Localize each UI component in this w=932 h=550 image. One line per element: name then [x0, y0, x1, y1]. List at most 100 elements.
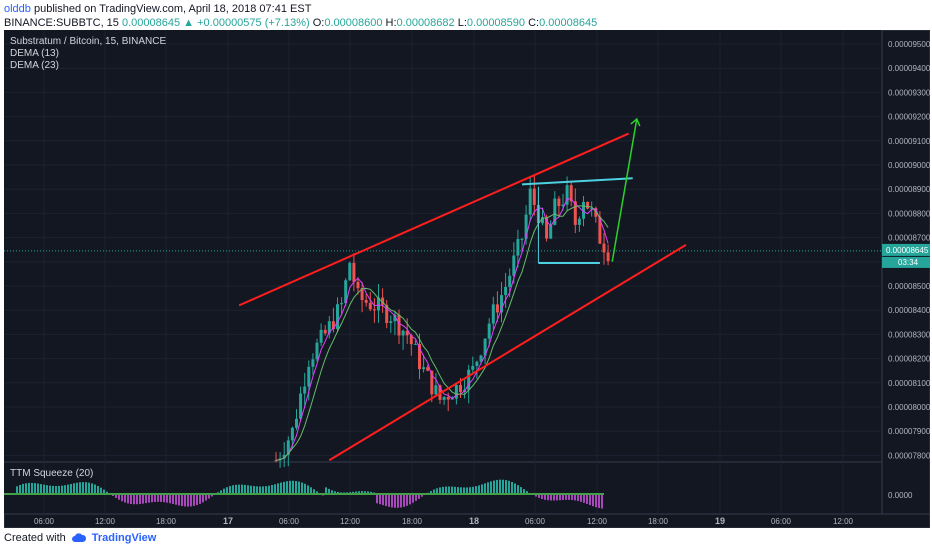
ttm-bar — [382, 494, 384, 506]
ttm-bar — [34, 483, 36, 494]
ttm-bar — [127, 494, 129, 504]
ttm-bar — [502, 479, 504, 494]
ttm-bar — [205, 494, 207, 501]
ttm-bar — [46, 485, 48, 494]
ttm-bar — [454, 486, 456, 494]
ttm-bar — [526, 491, 528, 494]
ttm-bar — [226, 487, 228, 494]
time-tick-label: 06:00 — [34, 517, 55, 526]
ttm-bar — [268, 485, 270, 494]
ttm-bar — [388, 494, 390, 507]
ttm-bar — [277, 483, 279, 494]
ttm-bar — [142, 494, 144, 504]
ttm-bar — [457, 487, 459, 494]
candle-body — [381, 297, 385, 305]
ttm-bar — [316, 491, 318, 494]
ttm-bar — [451, 486, 453, 494]
ttm-bar — [511, 481, 513, 494]
ttm-bar — [436, 488, 438, 494]
ttm-bar — [76, 482, 78, 494]
price-axis[interactable] — [881, 30, 930, 515]
ttm-bar — [274, 484, 276, 494]
ttm-bar — [463, 487, 465, 494]
ttm-bar — [556, 494, 558, 501]
ttm-bar — [241, 484, 243, 494]
ttm-bar — [595, 494, 597, 508]
ttm-bar — [151, 494, 153, 503]
candle-body — [524, 214, 528, 239]
time-ticks: 06:00 12:00 18:00 17 06:00 12:00 18:00 18 06:00 1… — [34, 516, 854, 526]
candle-body — [319, 329, 323, 343]
ttm-bar — [64, 485, 66, 494]
candle-body — [606, 252, 610, 262]
dema-lines — [275, 198, 609, 461]
candle-body — [495, 304, 499, 313]
author-link[interactable]: olddb — [4, 3, 31, 15]
ttm-bar — [301, 482, 303, 494]
ttm-bar — [430, 491, 432, 494]
ttm-bar — [562, 494, 564, 500]
ttm-bar — [568, 494, 570, 500]
candle-body — [491, 304, 495, 324]
price-tick-label: 0.00009000 — [888, 161, 930, 170]
symbol-label: BINANCE:SUBBTC, 15 — [4, 17, 119, 29]
ttm-bar — [106, 491, 108, 494]
ttm-bar — [418, 494, 420, 499]
price-ticks: 0.00009500 0.00009400 0.00009300 0.00009200… — [888, 40, 930, 460]
ttm-bar — [547, 494, 549, 501]
ttm-bar — [196, 494, 198, 506]
time-tick-label: 18 — [469, 516, 479, 526]
candle-body — [397, 314, 401, 336]
candle-body — [442, 396, 446, 400]
ttm-bar — [598, 494, 600, 509]
candle-body — [520, 238, 524, 240]
ttm-bar — [229, 486, 231, 494]
ttm-bar — [328, 488, 330, 494]
candle-body — [565, 185, 569, 205]
ttm-bar — [325, 487, 327, 494]
candle-body — [426, 367, 430, 371]
ttm-bar — [409, 494, 411, 505]
countdown-label: 03:34 — [898, 258, 919, 267]
candle-body — [483, 338, 487, 356]
candle-body — [500, 295, 503, 313]
ttm-bar — [379, 494, 381, 505]
candle-body — [356, 281, 360, 289]
ttm-bar — [103, 489, 105, 494]
open-value: 0.00008600 — [324, 17, 383, 29]
ttm-bar — [295, 480, 297, 494]
ttm-bar — [148, 494, 150, 503]
ttm-bar — [391, 494, 393, 508]
ttm-bar — [334, 491, 336, 494]
ttm-bar — [130, 494, 132, 505]
ttm-bar — [256, 486, 258, 494]
ttm-ticks: 0.0000 — [888, 491, 913, 500]
ttm-bar — [508, 480, 510, 494]
ttm-bar — [220, 490, 222, 494]
ttm-bar — [184, 494, 186, 507]
time-axis[interactable] — [4, 513, 930, 528]
price-tick-label: 0.00009400 — [888, 64, 930, 73]
candle-body — [405, 330, 409, 336]
ttm-bar — [58, 485, 60, 494]
ttm-bar — [154, 494, 156, 502]
target-arrow-line — [611, 118, 638, 262]
ttm-bar — [187, 494, 189, 507]
ttm-bar — [88, 482, 90, 494]
created-with-text: Created with — [4, 532, 66, 544]
price-tick-label: 0.00009300 — [888, 88, 930, 97]
close-value: 0.00008645 — [539, 17, 598, 29]
candle-body — [409, 335, 413, 345]
ttm-bar — [289, 480, 291, 494]
candle-body — [282, 454, 286, 459]
channel-upper-line — [238, 132, 630, 307]
chart-area[interactable]: Substratum / Bitcoin, 15, BINANCE DEMA (… — [4, 30, 930, 528]
ttm-bar — [52, 485, 54, 494]
ttm-bar — [115, 494, 117, 498]
publish-info: olddb published on TradingView.com, Apri… — [4, 3, 311, 15]
ttm-bar — [484, 483, 486, 494]
ttm-bar — [571, 494, 573, 501]
tradingview-logo-text[interactable]: TradingView — [91, 532, 157, 544]
candle-body — [549, 224, 553, 239]
ttm-bar — [232, 485, 234, 494]
